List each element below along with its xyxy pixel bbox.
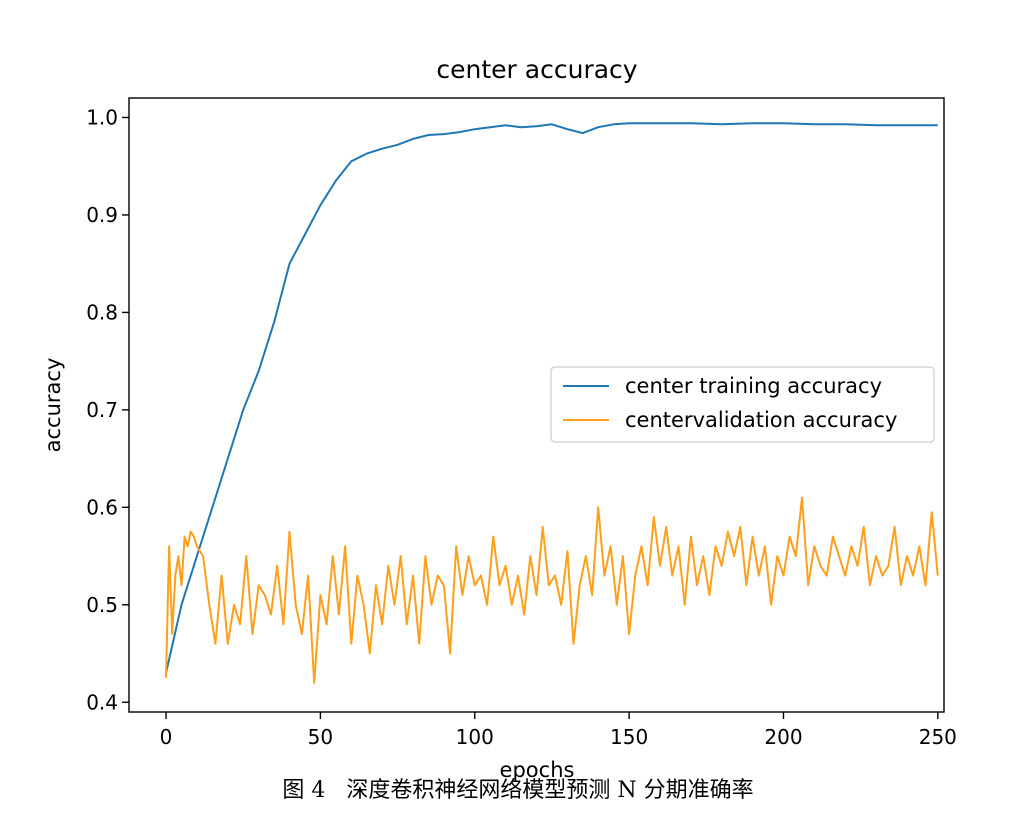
legend-box (550, 366, 935, 443)
x-tick-label: 250 (919, 725, 957, 749)
legend-label-training: center training accuracy (625, 374, 882, 398)
legend-label-validation: centervalidation accuracy (625, 408, 897, 432)
x-tick-label: 150 (610, 725, 648, 749)
x-axis-label: epochs (500, 758, 575, 782)
y-axis-ticks: 0.4 0.5 0.6 0.7 0.8 0.9 1.0 (86, 105, 129, 714)
x-tick-label: 0 (160, 725, 173, 749)
y-tick-label: 1.0 (86, 105, 118, 129)
x-tick-label: 100 (456, 725, 494, 749)
y-tick-label: 0.6 (86, 495, 118, 519)
y-tick-label: 0.9 (86, 203, 118, 227)
series-line-center-validation (165, 496, 939, 684)
figure-caption: 图 4 深度卷积神经网络模型预测 N 分期准确率 (282, 778, 754, 803)
series-layer (165, 122, 939, 684)
x-tick-label: 50 (308, 725, 333, 749)
y-tick-label: 0.7 (86, 398, 118, 422)
x-axis-ticks: 0 50 100 150 200 250 (160, 712, 957, 749)
chart-title: center accuracy (436, 55, 637, 84)
series-line-center-training (165, 122, 938, 674)
y-tick-label: 0.4 (86, 690, 118, 714)
y-tick-label: 0.8 (86, 300, 118, 324)
y-tick-label: 0.5 (86, 593, 118, 617)
legend: center training accuracy centervalidatio… (550, 366, 935, 443)
y-axis-label: accuracy (41, 358, 65, 453)
x-tick-label: 200 (764, 725, 802, 749)
